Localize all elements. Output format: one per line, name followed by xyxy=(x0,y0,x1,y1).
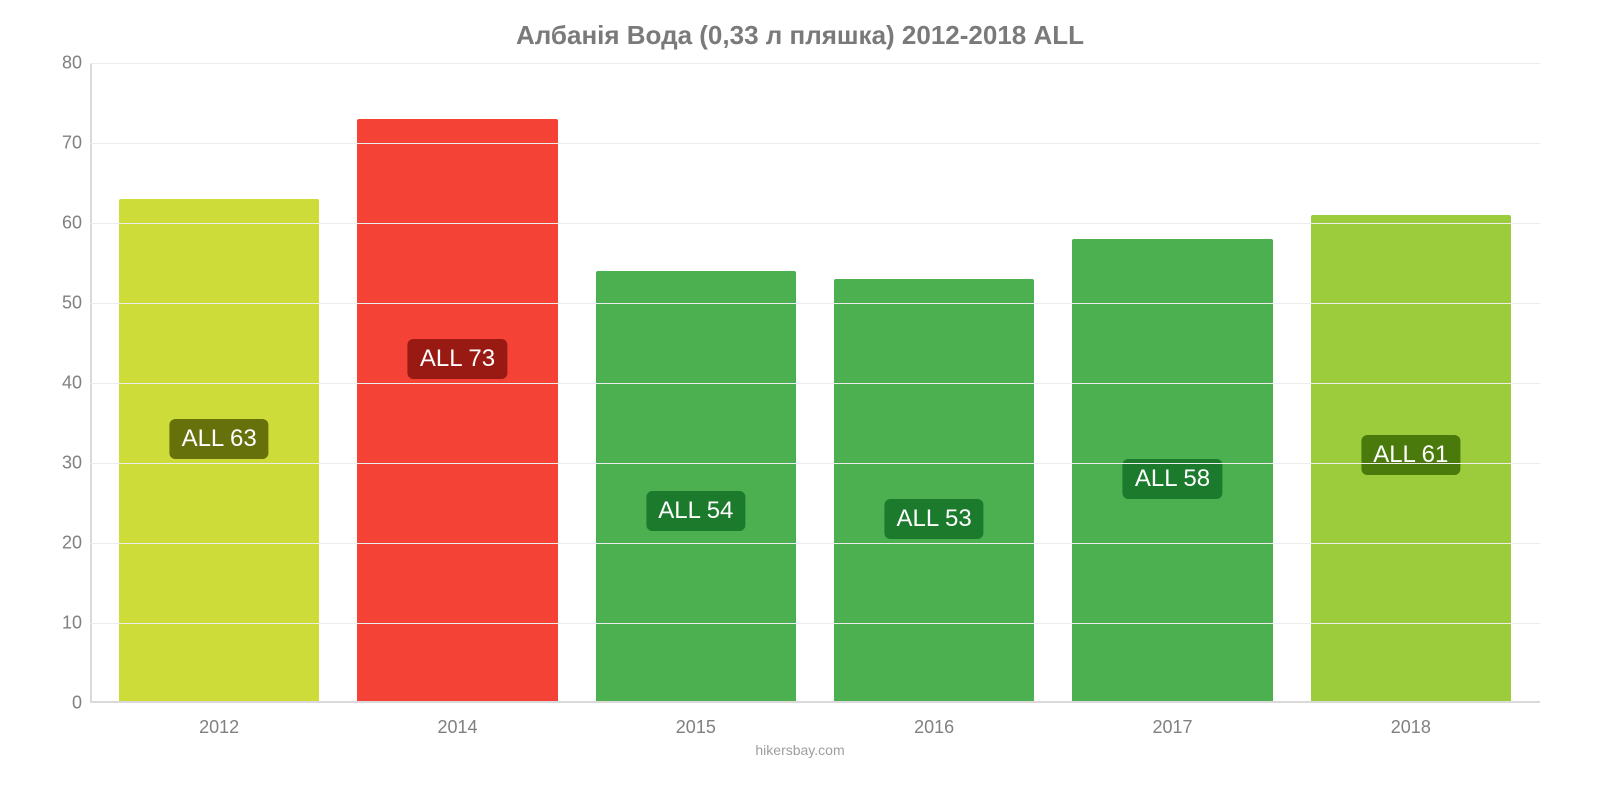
bar-value-label: ALL 61 xyxy=(1361,435,1460,475)
x-axis-labels: 201220142015201620172018 xyxy=(90,703,1540,738)
bar-value-label: ALL 58 xyxy=(1123,459,1222,499)
y-tick-label: 20 xyxy=(40,533,82,554)
x-tick-label: 2014 xyxy=(338,717,576,738)
grid-line xyxy=(90,143,1540,144)
bar: ALL 54 xyxy=(596,271,796,703)
grid-line xyxy=(90,63,1540,64)
bar: ALL 63 xyxy=(119,199,319,703)
plot-area: 01020304050607080 ALL 63ALL 73ALL 54ALL … xyxy=(90,63,1540,703)
y-tick-label: 50 xyxy=(40,293,82,314)
chart-title: Албанія Вода (0,33 л пляшка) 2012-2018 A… xyxy=(40,20,1560,51)
x-tick-label: 2017 xyxy=(1053,717,1291,738)
y-tick-label: 70 xyxy=(40,133,82,154)
bar: ALL 73 xyxy=(357,119,557,703)
grid-line xyxy=(90,543,1540,544)
y-axis: 01020304050607080 xyxy=(40,63,90,703)
bar-value-label: ALL 73 xyxy=(408,339,507,379)
grid-line xyxy=(90,623,1540,624)
chart-container: Албанія Вода (0,33 л пляшка) 2012-2018 A… xyxy=(0,0,1600,800)
attribution-text: hikersbay.com xyxy=(40,742,1560,758)
y-tick-label: 40 xyxy=(40,373,82,394)
x-tick-label: 2018 xyxy=(1292,717,1530,738)
grid-line xyxy=(90,303,1540,304)
bar-value-label: ALL 63 xyxy=(170,419,269,459)
y-tick-label: 60 xyxy=(40,213,82,234)
bar: ALL 61 xyxy=(1311,215,1511,703)
grid-line xyxy=(90,463,1540,464)
x-tick-label: 2016 xyxy=(815,717,1053,738)
grid-line xyxy=(90,383,1540,384)
x-tick-label: 2012 xyxy=(100,717,338,738)
y-tick-label: 0 xyxy=(40,693,82,714)
x-tick-label: 2015 xyxy=(577,717,815,738)
bar: ALL 53 xyxy=(834,279,1034,703)
y-tick-label: 30 xyxy=(40,453,82,474)
y-tick-label: 10 xyxy=(40,613,82,634)
bar-value-label: ALL 53 xyxy=(885,499,984,539)
bar: ALL 58 xyxy=(1072,239,1272,703)
grid-line xyxy=(90,223,1540,224)
bar-value-label: ALL 54 xyxy=(646,491,745,531)
y-tick-label: 80 xyxy=(40,53,82,74)
